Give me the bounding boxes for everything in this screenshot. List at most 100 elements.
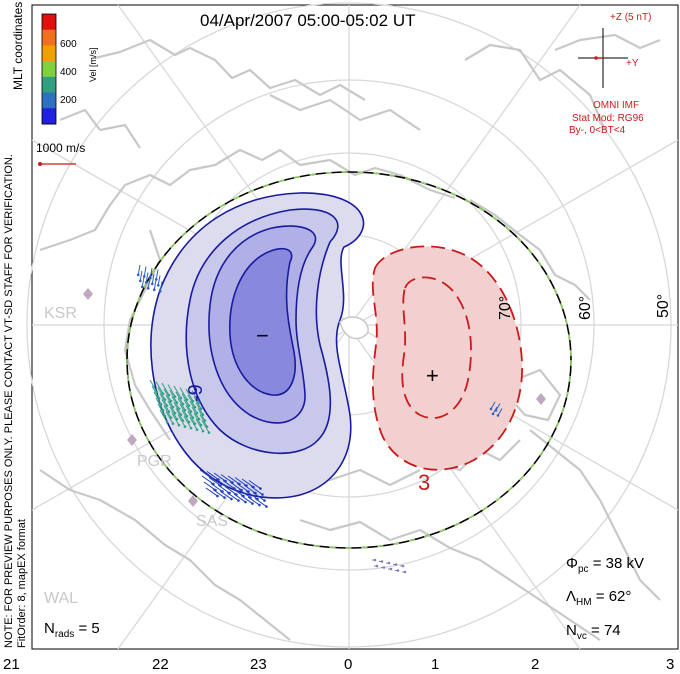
- velocity-vector-head: [152, 288, 156, 292]
- velocity-vector: [175, 408, 184, 421]
- colorbar-swatch: [42, 61, 56, 78]
- velocity-vector: [240, 495, 253, 504]
- velocity-vector: [217, 484, 230, 494]
- velocity-vector: [226, 492, 239, 501]
- velocity-vector: [490, 401, 496, 410]
- colorbar-tick-200: 200: [60, 95, 77, 106]
- velocity-vector: [254, 498, 267, 507]
- velocity-vector: [191, 390, 200, 403]
- velocity-vector-head: [201, 429, 205, 433]
- velocity-vector-head: [373, 558, 377, 562]
- coordinates-label: MLT coordinates: [11, 2, 25, 90]
- preview-note: NOTE: FOR PREVIEW PURPOSES ONLY. PLEASE …: [3, 154, 15, 648]
- velocity-vector: [233, 493, 246, 503]
- velocity-vector-head: [403, 570, 407, 574]
- velocity-vector: [215, 478, 228, 488]
- velocity-vector: [195, 418, 204, 432]
- velocity-vector-head: [146, 287, 150, 290]
- mlt-tick-0: 0: [344, 656, 352, 673]
- latitude-labels: 70° 60° 50°: [497, 294, 672, 320]
- velocity-vector: [179, 403, 188, 417]
- velocity-vector: [199, 469, 212, 479]
- contour-label-positive: 3: [418, 470, 430, 495]
- potential-maximum-marker: +: [426, 363, 439, 388]
- velocity-vector: [165, 394, 174, 408]
- velocity-vector: [247, 496, 260, 506]
- velocity-vector: [185, 388, 194, 402]
- velocity-vector: [195, 402, 204, 415]
- velocity-vector: [208, 477, 221, 486]
- velocity-vector: [219, 490, 232, 500]
- velocity-vector: [143, 266, 147, 277]
- velocity-vector: [161, 399, 170, 412]
- colorbar-swatch: [42, 92, 56, 109]
- velocity-vector-head: [207, 431, 211, 434]
- velocity-vector: [234, 477, 247, 486]
- station-labels: KSR PGR SAS WAL: [44, 305, 228, 607]
- velocity-vector-head: [258, 503, 261, 507]
- velocity-vector: [236, 483, 249, 492]
- velocity-vector: [157, 403, 166, 417]
- colorbar-tick-400: 400: [60, 67, 77, 78]
- negative-convection-cell: [150, 192, 365, 499]
- velocity-vector: [153, 279, 157, 290]
- velocity-vector: [199, 414, 208, 427]
- negative-contour-4: [229, 247, 296, 396]
- mlt-tick-2: 2: [531, 656, 539, 673]
- velocity-vector-head: [387, 561, 391, 565]
- velocity-vector-head: [489, 407, 493, 411]
- colorbar-swatch: [42, 14, 56, 31]
- imf-z-label: +Z (5 nT): [610, 12, 651, 23]
- velocity-vector: [173, 385, 182, 399]
- velocity-vector: [151, 385, 160, 399]
- velocity-vector-head: [189, 426, 193, 430]
- velocity-vector-head: [261, 493, 264, 496]
- velocity-vector-head: [183, 425, 187, 428]
- velocity-vector-head: [251, 502, 254, 505]
- velocity-vector: [145, 272, 149, 283]
- velocity-vector: [197, 408, 206, 421]
- velocity-vector: [171, 412, 180, 426]
- velocity-vector-head: [158, 290, 162, 293]
- velocity-vector-head: [375, 564, 379, 568]
- mlt-axis: 21 22 23 0 1 2 3: [3, 656, 674, 673]
- velocity-vector: [137, 264, 141, 275]
- velocity-vector: [205, 487, 218, 497]
- station-marker-pgr: [127, 434, 137, 446]
- velocity-vector-head: [389, 567, 393, 571]
- colorbar-ticks: 600 400 200: [60, 39, 77, 106]
- velocity-vector: [151, 273, 155, 284]
- velocity-vector-head: [491, 412, 495, 416]
- map-frame: [31, 4, 679, 650]
- velocity-vector: [224, 486, 237, 495]
- velocity-vector: [212, 489, 225, 498]
- imf-condition-label: By-, 0<BT<4: [569, 125, 626, 136]
- contour-label-negative: -9: [185, 384, 207, 402]
- station-label-pgr: PGR: [137, 453, 172, 470]
- velocity-vector: [163, 405, 172, 418]
- velocity-vector: [167, 384, 176, 397]
- velocity-vector: [492, 406, 498, 415]
- velocity-vector: [155, 381, 164, 394]
- mlt-tick-1: 1: [431, 656, 439, 673]
- velocity-vector: [191, 406, 200, 420]
- velocity-vector: [495, 403, 501, 411]
- velocity-vector: [161, 382, 170, 396]
- velocity-vector-head: [136, 273, 140, 277]
- velocity-vector-head: [265, 505, 268, 508]
- velocity-vector: [193, 412, 202, 426]
- colorbar-swatch: [42, 108, 56, 125]
- velocity-vector: [171, 396, 180, 409]
- velocity-vector-head: [150, 282, 154, 286]
- radar-count: Nrads = 5: [44, 620, 100, 640]
- velocity-vector: [179, 387, 188, 400]
- velocity-vector: [167, 400, 176, 414]
- velocity-vector: [241, 478, 254, 488]
- velocity-vector: [177, 414, 186, 427]
- velocity-vector: [149, 379, 158, 393]
- velocity-vector: [173, 402, 182, 415]
- velocity-vector: [181, 393, 190, 406]
- velocity-vector: [139, 270, 143, 281]
- mlt-tick-3: 3: [666, 656, 674, 673]
